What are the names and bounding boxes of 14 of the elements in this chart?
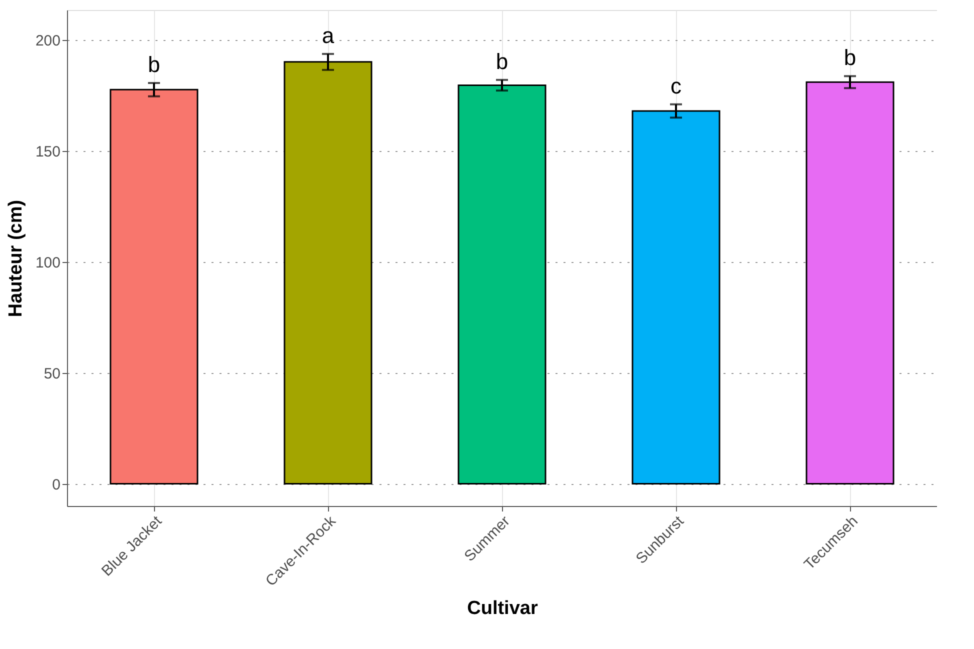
x-axis-title: Cultivar — [467, 598, 538, 619]
annotation: b — [844, 45, 856, 70]
annotation: b — [148, 52, 160, 78]
y-axis-title: Hauteur (cm) — [5, 200, 26, 318]
bar — [458, 84, 546, 485]
y-tick-label: 150 — [35, 143, 60, 160]
annotation: b — [496, 48, 508, 74]
annotation: a — [322, 22, 335, 48]
y-tick-label: 100 — [35, 254, 60, 272]
bar — [806, 81, 894, 485]
annotation: c — [670, 73, 682, 98]
y-tick-label: 0 — [52, 476, 60, 494]
y-tick-label: 200 — [35, 32, 60, 50]
y-tick-label: 50 — [44, 365, 60, 382]
